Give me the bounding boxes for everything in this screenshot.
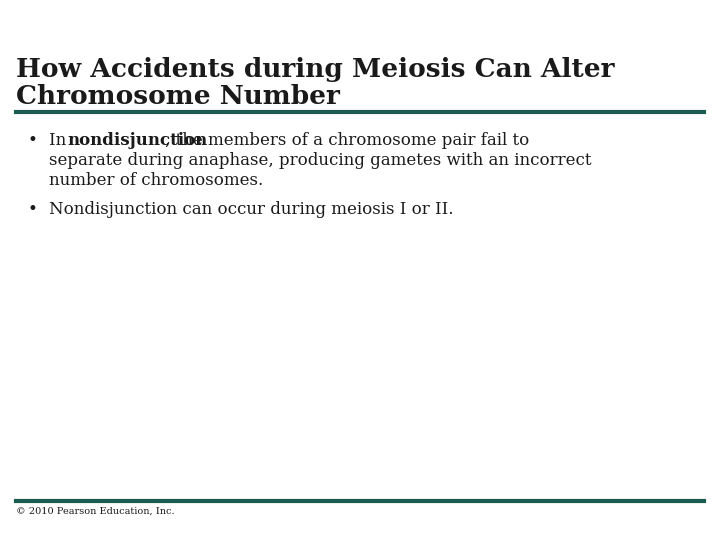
Text: Chromosome Number: Chromosome Number <box>16 84 340 109</box>
Text: •: • <box>27 201 37 218</box>
Text: nondisjunction: nondisjunction <box>68 132 208 149</box>
Text: , the members of a chromosome pair fail to: , the members of a chromosome pair fail … <box>165 132 529 149</box>
Text: How Accidents during Meiosis Can Alter: How Accidents during Meiosis Can Alter <box>16 57 614 82</box>
Text: •: • <box>27 132 37 149</box>
Text: In: In <box>49 132 71 149</box>
Text: Nondisjunction can occur during meiosis I or II.: Nondisjunction can occur during meiosis … <box>49 201 454 218</box>
Text: © 2010 Pearson Education, Inc.: © 2010 Pearson Education, Inc. <box>16 507 174 516</box>
Text: separate during anaphase, producing gametes with an incorrect: separate during anaphase, producing game… <box>49 152 591 169</box>
Text: number of chromosomes.: number of chromosomes. <box>49 172 264 189</box>
